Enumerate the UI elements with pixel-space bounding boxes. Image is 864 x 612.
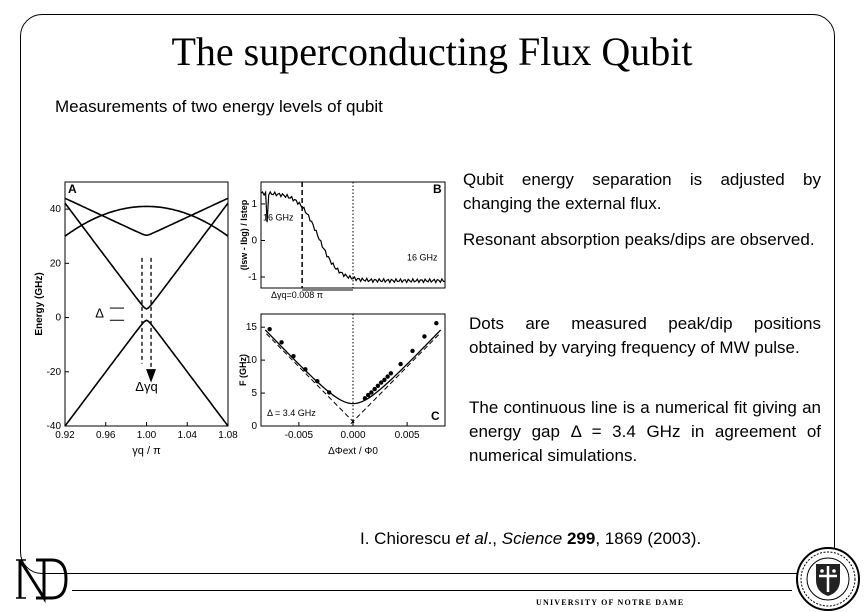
panel-a-chart: 0.92 0.96 1.00 1.04 1.08 40 20 0 -20 -40 γq / π Ene…: [34, 181, 238, 457]
panel-c-ytick-label: 15: [246, 322, 258, 333]
panel-c-data-point: [375, 383, 381, 389]
slide-frame: [20, 14, 835, 574]
panel-c-data-point: [434, 321, 439, 326]
panel-c-data-point: [369, 390, 374, 395]
panel-c-data-point: [388, 371, 394, 376]
panel-c-data-point: [382, 377, 387, 383]
panel-c-data-point: [385, 374, 390, 379]
panel-b-letter: B: [433, 182, 442, 196]
panel-a-series-line: [64, 205, 229, 237]
panel-b-ytick-label: -1: [248, 272, 257, 283]
panel-c-data-point: [303, 367, 308, 372]
citation-authors: I. Chiorescu: [360, 529, 456, 548]
panel-c-data-point: [279, 340, 284, 345]
panel-c-xtick-label: 0.000: [340, 430, 365, 441]
footer-rule: [72, 590, 792, 591]
paragraph-3: Dots are measured peak/dip positions obt…: [469, 314, 821, 357]
panel-a-letter: A: [68, 182, 77, 196]
panel-a-xlabel: γq / π: [132, 445, 161, 457]
panel-b-label-right: 16 GHz: [407, 253, 438, 263]
panel-a-xtick-label: 0.92: [55, 430, 75, 441]
panel-c-gap-label: Δ = 3.4 GHz: [267, 408, 316, 418]
panel-c-data-point: [410, 348, 415, 354]
panel-c-data-point: [365, 392, 371, 398]
citation-journal: Science: [501, 529, 563, 548]
panel-a-ytick-label: 20: [50, 258, 62, 269]
panel-a-xtick-label: 1.08: [218, 430, 238, 441]
panel-c-letter: C: [431, 409, 440, 423]
panel-c-ytick-label: 10: [246, 355, 258, 366]
panel-b-ytick-label: 1: [251, 199, 257, 210]
citation-mid: .,: [487, 529, 502, 548]
panel-c-chart: -0.005 0.000 0.005 15 10 5 0 ΔΦext / Φ0 F (GHz) C…: [238, 313, 446, 457]
panel-c-ytick-label: 5: [251, 388, 257, 399]
panel-a-ylabel: Energy (GHz): [34, 272, 45, 335]
panel-a-series-line: [64, 202, 229, 310]
citation-volume: 299: [566, 529, 596, 548]
panel-b-dgamma-label: Δγq=0.008 π: [271, 290, 323, 300]
panel-c-asymptote: [350, 333, 440, 425]
panel-a-ytick-label: 0: [55, 313, 61, 324]
panel-c-ylabel: F (GHz): [238, 354, 248, 386]
panel-c-data-point: [378, 380, 384, 385]
citation: I. Chiorescu et al., Science 299, 1869 (…: [360, 529, 701, 549]
citation-etal: et al: [455, 529, 488, 548]
panel-b-series-line: [260, 190, 446, 284]
panel-c-data-point: [326, 390, 332, 395]
panel-c-data-point: [267, 326, 272, 332]
paragraph-2: Resonant absorption peaks/dips are obser…: [463, 230, 815, 249]
panel-b-chart: 1 0 -1 (Isw - Ibg) / Istep B 16 GHz 16 GHz Δγq=…: [239, 181, 446, 300]
panel-a-ytick-label: -20: [47, 367, 62, 378]
panel-c-data-point: [372, 386, 377, 392]
footer-university: UNIVERSITY OF NOTRE DAME: [536, 598, 685, 607]
panel-a-delta-label: Δ: [95, 306, 104, 321]
panel-a-arrow-head: [146, 369, 157, 383]
panel-b-label-left: 16 GHz: [263, 212, 294, 222]
panel-c-ytick-label: 0: [251, 421, 257, 432]
nd-monogram-logo: [16, 558, 68, 604]
panel-a-xtick-label: 0.96: [96, 430, 116, 441]
panel-c-xtick-label: -0.005: [285, 430, 314, 441]
panel-c-data-point: [291, 353, 296, 359]
panel-c-data-point: [362, 396, 368, 401]
panel-b-ytick-label: 0: [251, 235, 257, 246]
figure-panels: 0.92 0.96 1.00 1.04 1.08 40 20 0 -20 -40 γq / π Ene…: [34, 181, 446, 457]
panel-a-xtick-label: 1.04: [178, 430, 198, 441]
panel-c-xlabel: ΔΦext / Φ0: [328, 446, 378, 457]
university-seal-icon: [796, 547, 860, 611]
panel-c-data-point: [398, 361, 403, 367]
panel-a-ytick-label: -40: [47, 421, 62, 432]
citation-rest: , 1869 (2003).: [595, 529, 702, 548]
panel-a-xtick-label: 1.00: [137, 430, 157, 441]
panel-c-asymptote: [266, 333, 356, 425]
panel-c-data-point: [422, 334, 427, 339]
panel-b-ylabel: (Isw - Ibg) / Istep: [239, 199, 249, 270]
slide-subtitle: Measurements of two energy levels of qub…: [55, 97, 383, 116]
panel-a-dgamma-label: Δγq: [135, 379, 157, 394]
paragraph-4: The continuous line is a numerical fit g…: [469, 398, 821, 465]
panel-a-series-line: [64, 319, 229, 427]
slide-title: The superconducting Flux Qubit: [171, 29, 693, 74]
panel-c-xtick-label: 0.005: [395, 430, 420, 441]
panel-a-series-line: [64, 197, 229, 237]
panel-c-data-point: [315, 379, 320, 384]
panel-c-fit-line: [264, 329, 442, 405]
paragraph-1: Qubit energy separation is adjusted by c…: [463, 170, 821, 213]
panel-a-ytick-label: 40: [50, 204, 62, 215]
